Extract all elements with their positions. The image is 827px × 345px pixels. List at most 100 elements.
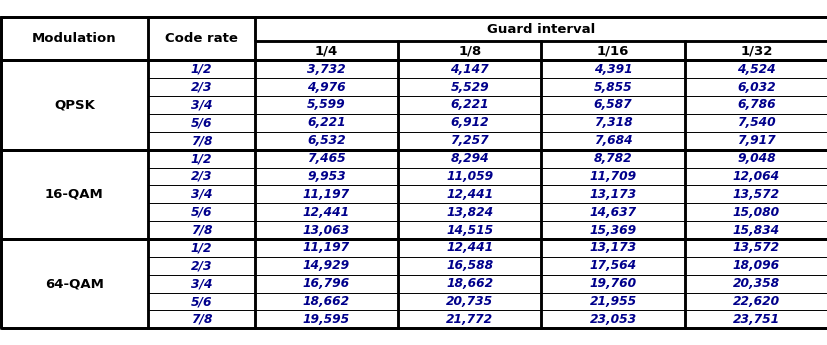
Bar (685, 96, 827, 114)
Bar (542, 239, 685, 257)
Bar (255, 78, 398, 96)
Bar (398, 239, 542, 257)
Text: 7/8: 7/8 (191, 224, 213, 237)
Bar (148, 168, 255, 185)
Bar (255, 310, 398, 328)
Bar (685, 293, 827, 310)
Bar (398, 293, 542, 310)
Text: 13,824: 13,824 (446, 206, 493, 219)
Bar (398, 114, 542, 132)
Bar (255, 150, 398, 168)
Text: 8,782: 8,782 (594, 152, 633, 165)
Bar (148, 275, 255, 293)
Bar (685, 221, 827, 239)
Bar (255, 60, 398, 78)
Bar (685, 150, 827, 168)
Text: 7,465: 7,465 (307, 152, 346, 165)
Text: QPSK: QPSK (54, 98, 95, 111)
Bar (255, 257, 398, 275)
Text: 18,662: 18,662 (446, 277, 493, 290)
Bar (255, 221, 398, 239)
Bar (1, 60, 827, 150)
Bar (398, 293, 542, 310)
Bar (542, 275, 685, 293)
Text: 14,929: 14,929 (303, 259, 350, 272)
Bar (255, 60, 398, 78)
Bar (398, 257, 542, 275)
Text: 3/4: 3/4 (191, 98, 213, 111)
Text: 11,197: 11,197 (303, 188, 350, 201)
Bar (398, 310, 542, 328)
Text: 4,976: 4,976 (307, 81, 346, 93)
Bar (1, 239, 148, 328)
Bar (542, 114, 685, 132)
Bar (148, 203, 255, 221)
Text: 3/4: 3/4 (191, 188, 213, 201)
Bar (148, 17, 255, 60)
Text: 11,197: 11,197 (303, 241, 350, 254)
Bar (542, 78, 685, 96)
Text: 5/6: 5/6 (191, 116, 213, 129)
Bar (148, 203, 255, 221)
Text: 21,955: 21,955 (590, 295, 637, 308)
Bar (1, 239, 827, 328)
Bar (398, 41, 542, 60)
Text: 6,912: 6,912 (451, 116, 489, 129)
Text: 3,732: 3,732 (307, 63, 346, 76)
Text: 14,515: 14,515 (446, 224, 493, 237)
Bar (398, 78, 542, 96)
Text: 1/2: 1/2 (191, 152, 213, 165)
Bar (685, 78, 827, 96)
Bar (542, 78, 685, 96)
Text: 4,391: 4,391 (594, 63, 633, 76)
Bar (685, 203, 827, 221)
Bar (398, 60, 542, 150)
Text: 18,096: 18,096 (733, 259, 780, 272)
Bar (398, 221, 542, 239)
Bar (542, 221, 685, 239)
Bar (148, 96, 255, 114)
Bar (398, 257, 542, 275)
Bar (255, 132, 398, 150)
Bar (685, 132, 827, 150)
Bar (542, 257, 685, 275)
Bar (398, 239, 542, 328)
Bar (398, 203, 542, 221)
Bar (148, 275, 255, 293)
Text: 16-QAM: 16-QAM (45, 188, 104, 201)
Bar (255, 275, 398, 293)
Bar (398, 78, 542, 96)
Bar (398, 60, 542, 78)
Bar (398, 132, 542, 150)
Bar (685, 310, 827, 328)
Bar (148, 132, 255, 150)
Text: 12,064: 12,064 (733, 170, 780, 183)
Text: 4,147: 4,147 (451, 63, 489, 76)
Bar (685, 185, 827, 203)
Bar (148, 293, 255, 310)
Bar (398, 275, 542, 293)
Bar (542, 239, 685, 257)
Bar (148, 221, 255, 239)
Text: 4,524: 4,524 (737, 63, 776, 76)
Bar (148, 132, 255, 150)
Bar (542, 168, 685, 185)
Bar (542, 60, 685, 78)
Bar (148, 17, 255, 60)
Bar (685, 168, 827, 185)
Text: 14,637: 14,637 (590, 206, 637, 219)
Text: 13,572: 13,572 (733, 241, 780, 254)
Bar (255, 114, 398, 132)
Text: 22,620: 22,620 (733, 295, 780, 308)
Text: 64-QAM: 64-QAM (45, 277, 104, 290)
Text: 7,257: 7,257 (451, 134, 489, 147)
Bar (1, 150, 148, 239)
Bar (1, 150, 148, 239)
Bar (148, 257, 255, 275)
Text: 9,048: 9,048 (737, 152, 776, 165)
Bar (1, 239, 148, 328)
Text: 17,564: 17,564 (590, 259, 637, 272)
Text: 7,540: 7,540 (737, 116, 776, 129)
Bar (255, 310, 398, 328)
Bar (542, 96, 685, 114)
